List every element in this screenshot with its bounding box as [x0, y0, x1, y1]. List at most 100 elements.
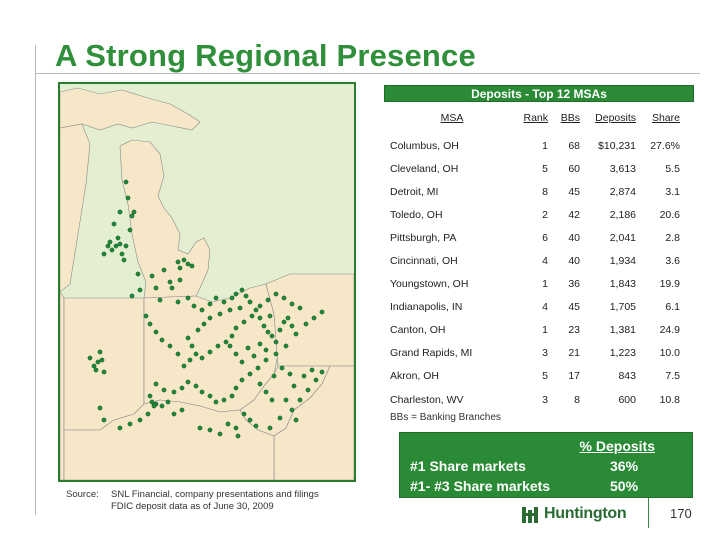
state-pennsylvania	[265, 273, 354, 367]
source-label: Source:	[66, 489, 99, 500]
branch-marker	[199, 307, 205, 313]
cell-deposits: 1,381	[609, 324, 636, 337]
share-row-value: 50%	[610, 478, 639, 494]
source-line-1: SNL Financial, company presentations and…	[111, 489, 319, 500]
branch-marker	[115, 235, 121, 241]
branch-marker	[207, 393, 213, 399]
branch-marker	[267, 425, 273, 431]
cell-rank: 4	[542, 301, 548, 314]
cell-bbs: 23	[568, 324, 580, 337]
branch-marker	[185, 379, 191, 385]
branch-marker	[273, 339, 279, 345]
branch-marker	[185, 295, 191, 301]
branch-marker	[257, 381, 263, 387]
branch-marker	[199, 355, 205, 361]
branch-marker	[233, 351, 239, 357]
table-header-row: MSA Rank BBs Deposits Share	[386, 112, 680, 134]
cell-rank: 4	[542, 255, 548, 268]
state-virginia	[273, 365, 354, 480]
branch-marker	[273, 291, 279, 297]
branch-marker	[185, 261, 191, 267]
cell-share: 24.9	[659, 324, 680, 337]
branch-marker	[137, 417, 143, 423]
cell-deposits: 3,613	[609, 162, 636, 175]
branch-marker	[239, 359, 245, 365]
bbs-footnote: BBs = Banking Branches	[390, 412, 501, 423]
table-row: Pittsburgh, PA 6 40 2,041 2.8	[386, 226, 680, 249]
branch-marker	[249, 313, 255, 319]
branch-marker	[117, 241, 123, 247]
table-row: Detroit, MI 8 45 2,874 3.1	[386, 180, 680, 203]
table-header: Deposits - Top 12 MSAs	[384, 85, 694, 102]
state-michigan-lower	[119, 139, 211, 299]
branch-marker	[153, 285, 159, 291]
cell-bbs: 40	[568, 255, 580, 268]
cell-msa: Toledo, OH	[390, 208, 443, 221]
column-header-msa: MSA	[440, 112, 464, 124]
branch-marker	[147, 393, 153, 399]
branch-marker	[229, 295, 235, 301]
branch-marker	[281, 319, 287, 325]
source-line-2: FDIC deposit data as of June 30, 2009	[111, 501, 274, 512]
branch-marker	[227, 343, 233, 349]
branch-marker	[257, 341, 263, 347]
branch-marker	[151, 403, 157, 409]
branch-marker	[119, 251, 125, 257]
table-row: Charleston, WV 3 8 600 10.8	[386, 388, 680, 411]
cell-rank: 6	[542, 231, 548, 244]
cell-rank: 8	[542, 185, 548, 198]
branch-marker	[283, 397, 289, 403]
branch-marker	[287, 371, 293, 377]
branch-marker	[149, 273, 155, 279]
cell-deposits: $10,231	[598, 139, 636, 152]
branch-marker	[179, 407, 185, 413]
branch-marker	[255, 365, 261, 371]
branch-marker	[297, 397, 303, 403]
logo-wordmark: Huntington	[544, 505, 627, 522]
branch-marker	[175, 351, 181, 357]
branch-marker	[223, 339, 229, 345]
branch-marker	[297, 305, 303, 311]
column-header-rank: Rank	[523, 112, 548, 124]
cell-msa: Akron, OH	[390, 370, 440, 383]
cell-msa: Pittsburgh, PA	[390, 231, 457, 244]
branch-marker	[161, 387, 167, 393]
branch-marker	[289, 323, 295, 329]
cell-deposits: 843	[618, 370, 636, 383]
table-row: Cleveland, OH 5 60 3,613 5.5	[386, 157, 680, 180]
branch-marker	[273, 351, 279, 357]
left-rule	[35, 45, 36, 515]
branch-marker	[269, 333, 275, 339]
branch-marker	[143, 313, 149, 319]
cell-msa: Grand Rapids, MI	[390, 347, 473, 360]
branch-marker	[213, 295, 219, 301]
branch-marker	[111, 221, 117, 227]
branch-marker	[99, 357, 105, 363]
branch-marker	[257, 303, 263, 309]
branch-marker	[135, 271, 141, 277]
huntington-logo-icon	[522, 507, 538, 523]
branch-marker	[129, 213, 135, 219]
branch-marker	[93, 367, 99, 373]
branch-marker	[171, 389, 177, 395]
branch-marker	[233, 385, 239, 391]
table-row: Indianapolis, IN 4 45 1,705 6.1	[386, 296, 680, 319]
branch-marker	[171, 411, 177, 417]
branch-marker	[217, 311, 223, 317]
branch-marker	[245, 345, 251, 351]
branch-marker	[215, 343, 221, 349]
share-row-value: 36%	[610, 458, 639, 474]
cell-bbs: 45	[568, 185, 580, 198]
branch-marker	[187, 357, 193, 363]
branch-marker	[213, 399, 219, 405]
branch-marker	[221, 397, 227, 403]
state-michigan-upper	[60, 87, 201, 131]
branch-marker	[289, 407, 295, 413]
branch-marker	[233, 291, 239, 297]
branch-marker	[147, 321, 153, 327]
branch-marker	[247, 299, 253, 305]
cell-rank: 3	[542, 347, 548, 360]
cell-deposits: 2,874	[609, 185, 636, 198]
branch-marker	[289, 301, 295, 307]
cell-msa: Charleston, WV	[390, 393, 464, 406]
